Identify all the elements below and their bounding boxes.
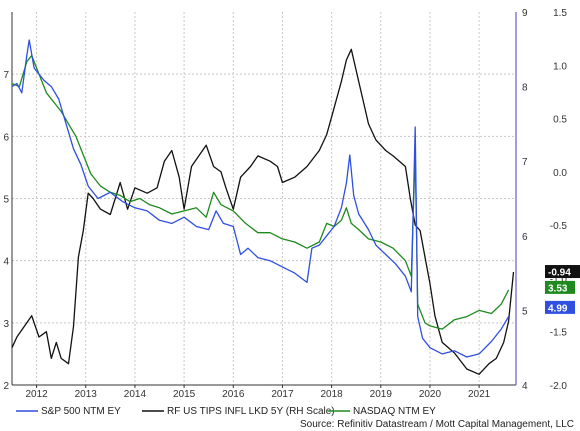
right-axis-ticks: -2.0 -1.5 -1.0 -0.5 0.0 0.5 1.0 1.5 [550, 8, 568, 392]
mid-tick-label: 7 [522, 157, 528, 168]
series-line-1 [11, 48, 515, 375]
legend-label-1: RF US TIPS INFL LKD 5Y (RH Scale) [167, 406, 335, 417]
series-line-0 [11, 39, 510, 358]
x-tick-label: 2020 [419, 389, 442, 400]
x-tick-label: 2012 [25, 389, 48, 400]
x-tick-label: 2021 [468, 389, 491, 400]
right-tick-label: -2.0 [550, 381, 568, 392]
x-tick-label: 2014 [124, 389, 147, 400]
mid-tick-label: 9 [522, 8, 528, 19]
legend: S&P 500 NTM EY RF US TIPS INFL LKD 5Y (RH… [16, 406, 436, 417]
end-badge-label: 3.53 [548, 283, 568, 294]
source-note: Source: Refinitiv Datastream / Mott Capi… [300, 419, 574, 430]
end-badge-label: 4.99 [548, 303, 568, 314]
legend-label-0: S&P 500 NTM EY [41, 406, 121, 417]
legend-label-2: NASDAQ NTM EY [353, 406, 436, 417]
mid-tick-label: 6 [522, 232, 528, 243]
end-badge-label: -0.94 [548, 268, 571, 279]
right-tick-label: 1.0 [553, 61, 567, 72]
mid-axis-ticks: 4 5 6 7 8 9 [522, 8, 528, 392]
right-tick-label: -1.5 [550, 328, 568, 339]
mid-tick-label: 5 [522, 306, 528, 317]
right-tick-label: -1.0 [550, 274, 568, 285]
left-tick-label: 5 [3, 195, 9, 206]
left-tick-label: 4 [3, 257, 9, 268]
left-tick-label: 3 [3, 319, 9, 330]
plot-area [11, 12, 517, 386]
end-badge-1: -0.94 [545, 265, 580, 279]
left-tick-label: 7 [3, 70, 9, 81]
x-tick-label: 2019 [370, 389, 393, 400]
x-axis-ticks: 2012 2013 2014 2015 2016 2017 2018 2019 2020 2021 [25, 385, 491, 400]
left-axis-ticks: 2 3 4 5 6 7 [3, 70, 9, 392]
mid-tick-label: 4 [522, 381, 528, 392]
series-layer [11, 39, 515, 375]
x-tick-label: 2018 [320, 389, 343, 400]
end-badge-2: 3.53 [545, 280, 575, 294]
x-tick-label: 2015 [173, 389, 196, 400]
x-tick-label: 2016 [222, 389, 245, 400]
right-tick-label: 0.0 [553, 168, 567, 179]
left-tick-label: 2 [3, 381, 9, 392]
x-tick-label: 2017 [271, 389, 294, 400]
mid-tick-label: 8 [522, 83, 528, 94]
end-badge-0: 4.99 [545, 300, 575, 314]
end-value-badges: 4.99 -0.94 3.53 [545, 265, 580, 314]
left-tick-label: 6 [3, 132, 9, 143]
right-tick-label: 0.5 [553, 115, 567, 126]
right-tick-label: -0.5 [550, 221, 568, 232]
x-tick-label: 2013 [75, 389, 98, 400]
right-tick-label: 1.5 [553, 8, 567, 19]
